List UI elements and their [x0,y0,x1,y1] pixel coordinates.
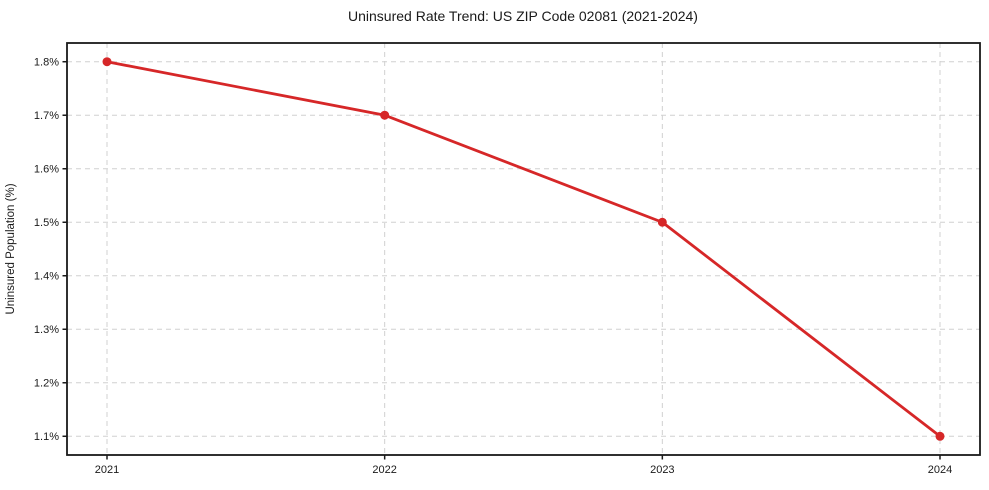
y-tick-label: 1.3% [34,324,59,336]
y-tick-label: 1.7% [34,110,59,122]
data-point-2023 [657,217,667,227]
y-tick-label: 1.2% [34,378,59,390]
data-series [102,57,945,441]
x-tick-label: 2023 [650,464,674,476]
y-tick-label: 1.8% [34,57,59,69]
y-axis-title: Uninsured Population (%) [5,183,17,314]
x-tick-label: 2022 [372,464,396,476]
y-tick-label: 1.5% [34,217,59,229]
data-point-2022 [380,110,390,120]
x-tick-label: 2021 [95,464,119,476]
data-point-2021 [102,57,112,67]
y-tick-label: 1.1% [34,431,59,443]
trend-line [105,60,942,438]
gridlines [67,43,980,455]
chart-title: Uninsured Rate Trend: US ZIP Code 02081 … [348,8,698,24]
y-tick-label: 1.6% [34,164,59,176]
plot-border [66,42,981,456]
x-tick-label: 2024 [928,464,952,476]
y-tick-label: 1.4% [34,271,59,283]
axes: 1.1% 1.2% 1.3% 1.4% 1.5% 1.6% 1.7% 1.8% 2021 2022… [34,42,981,476]
data-point-2024 [935,431,945,441]
